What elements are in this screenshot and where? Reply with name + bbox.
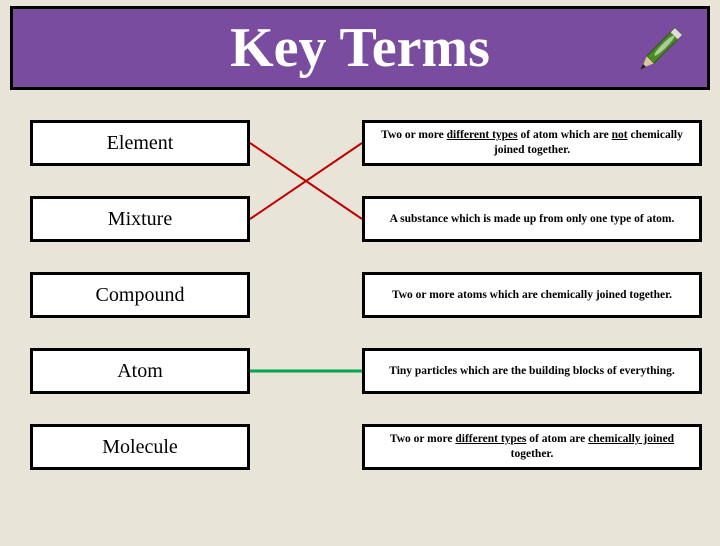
term-label: Element xyxy=(107,132,174,155)
definition-box: A substance which is made up from only o… xyxy=(362,196,702,242)
definition-text: Two or more atoms which are chemically j… xyxy=(392,288,672,303)
term-label: Atom xyxy=(117,360,163,383)
definition-text: Two or more different types of atom are … xyxy=(371,432,693,462)
definition-text: Tiny particles which are the building bl… xyxy=(389,364,675,379)
term-label: Molecule xyxy=(102,436,178,459)
header-banner: Key Terms xyxy=(10,6,710,90)
term-box: Mixture xyxy=(30,196,250,242)
definition-box: Two or more atoms which are chemically j… xyxy=(362,272,702,318)
term-box: Molecule xyxy=(30,424,250,470)
definition-box: Tiny particles which are the building bl… xyxy=(362,348,702,394)
definition-box: Two or more different types of atom whic… xyxy=(362,120,702,166)
definition-text: Two or more different types of atom whic… xyxy=(371,128,693,158)
term-box: Element xyxy=(30,120,250,166)
term-label: Compound xyxy=(96,284,185,307)
pen-icon xyxy=(623,17,693,87)
term-label: Mixture xyxy=(108,208,172,231)
term-box: Atom xyxy=(30,348,250,394)
definition-box: Two or more different types of atom are … xyxy=(362,424,702,470)
matching-area: Element Mixture Compound Atom Molecule Two or… xyxy=(0,90,720,530)
definition-text: A substance which is made up from only o… xyxy=(390,212,675,227)
page-title: Key Terms xyxy=(230,16,490,80)
term-box: Compound xyxy=(30,272,250,318)
